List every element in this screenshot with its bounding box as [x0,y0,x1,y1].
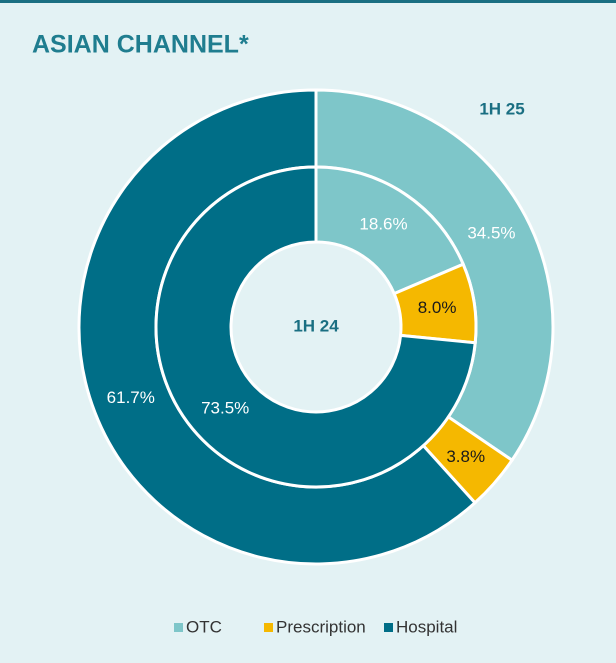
value-label: 3.8% [446,447,485,466]
legend-swatch [264,623,273,632]
legend-label: Hospital [396,617,457,636]
value-label: 8.0% [418,298,457,317]
ring-label: 1H 25 [479,99,524,118]
donut-segment [314,165,466,296]
ring-label: 1H 24 [293,316,339,335]
legend-label: Prescription [276,617,366,636]
chart-title: ASIAN CHANNEL* [32,31,249,59]
value-label: 34.5% [467,224,515,243]
value-label: 73.5% [201,399,249,418]
value-label: 18.6% [359,214,407,233]
value-label: 61.7% [107,388,155,407]
top-border [0,0,616,3]
donut-segment [154,165,477,489]
legend-swatch [384,623,393,632]
legend-swatch [174,623,183,632]
legend-label: OTC [186,617,222,636]
